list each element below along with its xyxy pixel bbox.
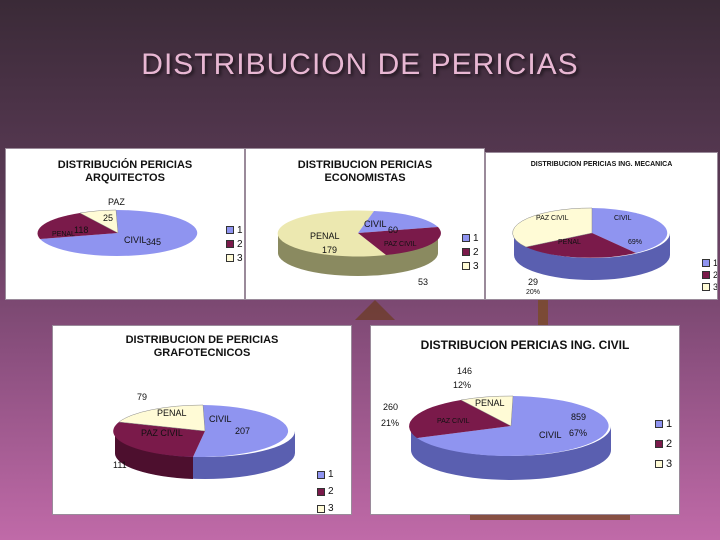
- legend-item-3: 3: [237, 252, 243, 264]
- chart-legend: 1 2 3: [226, 223, 243, 265]
- label-pazcivil: PAZ CIVIL: [141, 428, 183, 438]
- chart-panel-arquitectos: DISTRIBUCIÓN PERICIAS ARQUITECTOS PAZ 25…: [5, 148, 245, 300]
- label-penal-pct: 20%: [526, 289, 541, 296]
- label-paz-value: 146: [457, 366, 473, 376]
- label-civil: CIVIL: [124, 235, 147, 245]
- label-pazcivil: PAZ CIVIL: [384, 241, 417, 248]
- chart-title-line2: ARQUITECTOS: [85, 172, 165, 185]
- pie-slice-depth: [278, 233, 438, 276]
- label-paz: PAZ: [108, 197, 125, 207]
- chart-legend: 1 2 3: [702, 257, 718, 293]
- pie-chart: [37, 209, 198, 256]
- legend-item-1: 1: [237, 224, 243, 236]
- pie-slice-paz: [512, 207, 593, 248]
- legend-item-2: 2: [473, 246, 479, 258]
- pie-slice-penal: [460, 395, 514, 427]
- legend-item-1: 1: [713, 258, 718, 268]
- chart-panel-grafotecnicos: DISTRIBUCION DE PERICIAS GRAFOTECNICOS 7…: [52, 325, 352, 515]
- chart-legend: 1 2 3: [655, 414, 672, 474]
- pie-slice-depth: [514, 233, 670, 280]
- legend-item-3: 3: [713, 282, 718, 292]
- pie-slice-civil: [592, 208, 668, 253]
- legend-item-2: 2: [713, 270, 718, 280]
- pie-slice-penal: [37, 213, 118, 239]
- pie-slice-pazcivil: [409, 400, 511, 438]
- legend-item-2: 2: [666, 438, 673, 450]
- chart-panel-ing-mecanica: DISTRIBUCION PERICIAS ING. MECANICA PAZ …: [485, 152, 718, 300]
- chart-legend: 1 2 3: [462, 231, 479, 273]
- chart-panel-ing-civil: DISTRIBUCION PERICIAS ING. CIVIL 146 12%…: [370, 325, 680, 515]
- pie-slice-civil: [358, 211, 438, 233]
- label-civil: CIVIL: [614, 215, 632, 222]
- pie-slice-pazcivil: [113, 422, 205, 457]
- legend-item-2: 2: [237, 238, 243, 250]
- label-pazcivil: PAZ CIVIL: [536, 215, 569, 222]
- chart-title-line1: DISTRIBUCION PERICIAS ING. MECANICA: [530, 161, 673, 168]
- pie-chart: [277, 210, 441, 276]
- pie-chart: [113, 404, 295, 479]
- legend-item-3: 3: [666, 458, 673, 470]
- label-civil: CIVIL: [539, 430, 562, 440]
- label-paz-value: 79: [137, 392, 148, 402]
- pie-slice-penal: [526, 233, 636, 258]
- pie-slice-depth-penal: [114, 431, 193, 479]
- legend-item-1: 1: [473, 232, 479, 244]
- pie-slice-civil: [193, 405, 289, 458]
- chart-panel-economistas: DISTRIBUCION PERICIAS ECONOMISTAS CIVIL …: [245, 148, 485, 300]
- label-penal-pct: 21%: [381, 418, 400, 428]
- label-penal: PENAL: [475, 398, 505, 408]
- label-other-value: 53: [418, 277, 429, 287]
- label-penal: PENAL: [558, 239, 581, 246]
- pie-slice-penal: [118, 404, 206, 432]
- chart-title-line1: DISTRIBUCION PERICIAS: [297, 159, 433, 171]
- label-penal: PENAL: [52, 231, 75, 238]
- label-penal-value: 111: [113, 460, 127, 470]
- label-civil-value: 207: [235, 426, 251, 436]
- label-paz-value: 25: [103, 213, 114, 223]
- label-civil-value: 60: [388, 225, 399, 235]
- slide-title: DISTRIBUCION DE PERICIAS: [141, 48, 579, 81]
- pie-slice-depth: [411, 426, 611, 480]
- chart-title-line1: DISTRIBUCIÓN PERICIAS: [57, 159, 193, 171]
- chart-title-line1: DISTRIBUCION PERICIAS ING. CIVIL: [420, 338, 630, 352]
- label-penal: PENAL: [157, 408, 187, 418]
- label-civil-value: 345: [146, 237, 162, 247]
- chart-legend: 1 2 3: [317, 466, 334, 514]
- chart-title-line1: DISTRIBUCION DE PERICIAS: [125, 334, 279, 346]
- label-civil: CIVIL: [209, 414, 232, 424]
- chart-title-line2: ECONOMISTAS: [324, 172, 406, 185]
- pie-slice-civil: [40, 209, 198, 256]
- pie-slice-penal-light: [277, 210, 386, 257]
- pie-slice-civil: [417, 396, 609, 456]
- chart-title-line2: GRAFOTECNICOS: [153, 347, 251, 360]
- label-penal-value: 179: [322, 245, 338, 255]
- label-civil-pct: 69%: [628, 239, 643, 246]
- legend-item-2: 2: [328, 486, 334, 497]
- label-civil: CIVIL: [364, 219, 387, 229]
- label-civil-value: 859: [571, 412, 587, 422]
- legend-item-3: 3: [328, 503, 334, 514]
- label-penal-value: 118: [74, 225, 89, 235]
- label-penal-value: 29: [528, 277, 539, 287]
- label-pazcivil: PAZ CIVIL: [437, 418, 470, 425]
- label-paz-pct: 12%: [453, 380, 472, 390]
- label-penal: PENAL: [310, 231, 340, 241]
- legend-item-3: 3: [473, 260, 479, 272]
- pie-chart: [512, 207, 670, 280]
- label-civil-pct: 67%: [569, 428, 588, 438]
- pie-slice-pazcivil: [358, 227, 441, 255]
- label-penal-value: 260: [383, 402, 399, 412]
- legend-item-1: 1: [666, 418, 673, 430]
- pie-chart: [409, 395, 611, 480]
- pie-slice-paz: [79, 209, 119, 234]
- legend-item-1: 1: [328, 469, 334, 480]
